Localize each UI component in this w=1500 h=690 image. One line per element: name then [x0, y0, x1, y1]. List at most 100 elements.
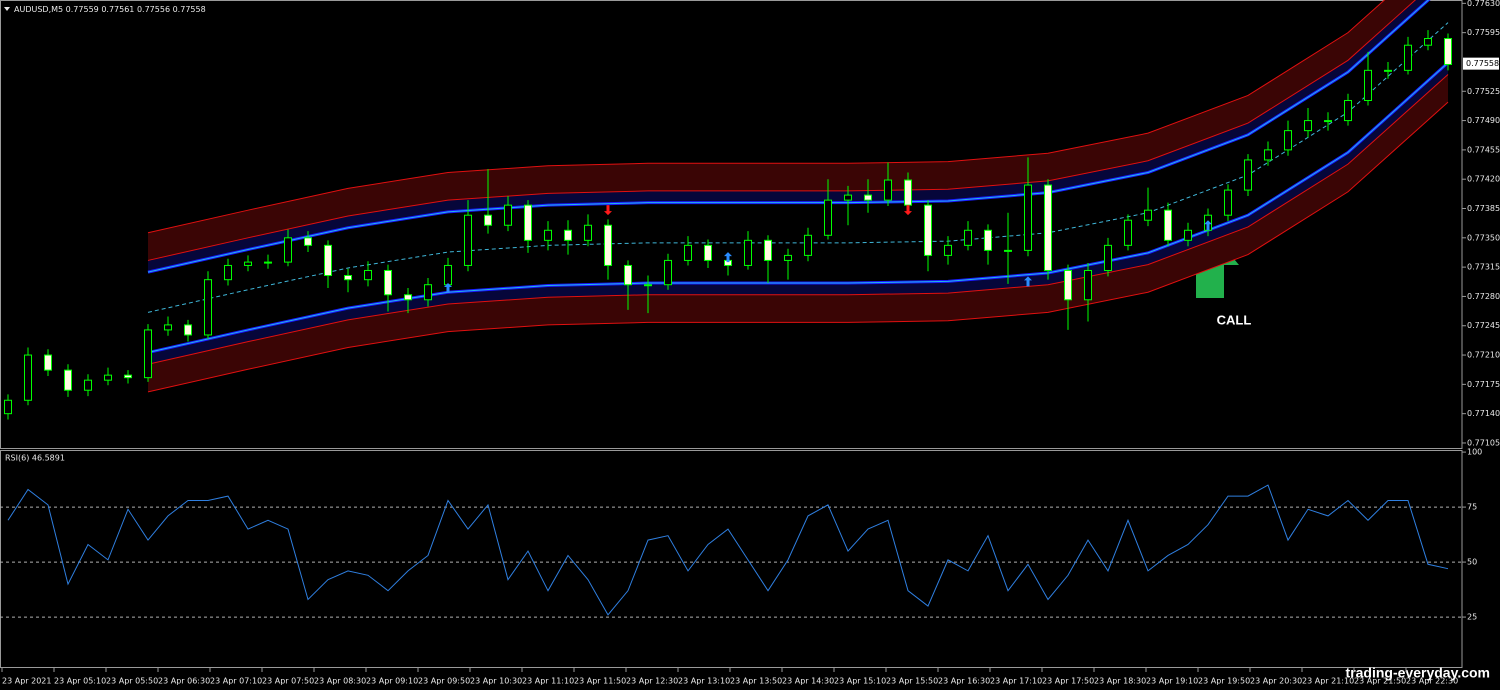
menu-triangle[interactable] — [4, 7, 10, 11]
x-tick-label: 23 Apr 11:10 — [522, 677, 574, 686]
candle-body — [64, 369, 72, 391]
candle-body — [1044, 184, 1052, 271]
price-tag-label: 0.77558 — [1466, 59, 1499, 68]
candle-body — [1084, 269, 1092, 301]
rsi-panel-frame — [0, 450, 1463, 668]
header-high: 0.77561 — [101, 5, 134, 14]
x-tick-label: 23 Apr 19:50 — [1198, 677, 1250, 686]
candle-body — [804, 234, 812, 256]
candle-body — [444, 264, 452, 286]
x-tick-label: 23 Apr 22:30 — [1406, 677, 1458, 686]
band-inner-fill — [148, 62, 1448, 365]
header-close: 0.77558 — [173, 5, 206, 14]
x-tick-label: 23 Apr 16:30 — [938, 677, 990, 686]
buy-arrow — [1024, 276, 1032, 287]
candle-body — [1304, 120, 1312, 132]
candle-body — [1444, 38, 1452, 65]
band-outer-fill — [148, 0, 1416, 261]
candle-body — [1164, 209, 1172, 241]
candle-body — [44, 354, 52, 371]
candle-body — [1184, 229, 1192, 241]
x-tick-label: 23 Apr 14:30 — [782, 677, 834, 686]
chart-header: AUDUSD,M5 0.77559 0.77561 0.77556 0.7755… — [14, 5, 206, 14]
candle-body — [1324, 120, 1332, 123]
main-plot — [4, 0, 1452, 420]
candle-body — [984, 229, 992, 251]
x-tick-label: 23 Apr 15:50 — [886, 677, 938, 686]
candle-body — [524, 204, 532, 241]
candle-body — [1424, 38, 1432, 46]
price-tag — [1463, 57, 1499, 70]
candle-body — [1224, 189, 1232, 216]
candle-body — [924, 204, 932, 256]
candle-body — [1384, 69, 1392, 72]
x-tick-label: 23 Apr 13:50 — [730, 677, 782, 686]
call-label: CALL — [1217, 312, 1252, 327]
band-outer-line — [147, 0, 1386, 234]
candle-body — [404, 294, 412, 301]
candle-body — [104, 374, 112, 381]
buy-arrow — [1204, 220, 1212, 231]
x-tick-label: 23 Apr 09:50 — [418, 677, 470, 686]
band-outer-fill — [148, 74, 1448, 392]
candle-body — [564, 229, 572, 241]
sell-arrow — [604, 205, 612, 216]
x-tick-label: 23 Apr 19:10 — [1146, 677, 1198, 686]
candle-body — [644, 284, 652, 287]
rsi-line — [7, 484, 1449, 616]
band-inner-line — [147, 0, 1417, 261]
candle-body — [164, 324, 172, 331]
candle-body — [464, 214, 472, 266]
y-tick-label: 0.77525 — [1467, 87, 1500, 96]
header-low: 0.77556 — [137, 5, 170, 14]
candle-body — [744, 239, 752, 266]
x-tick-label: 23 Apr 17:50 — [1042, 677, 1094, 686]
x-tick-label: 23 Apr 09:10 — [366, 677, 418, 686]
candle-body — [244, 261, 252, 266]
candle-body — [224, 264, 232, 281]
main-panel-frame — [0, 0, 1463, 449]
candle-body — [544, 229, 552, 241]
x-tick-label: 23 Apr 05:10 — [54, 677, 106, 686]
header-open: 0.77559 — [66, 5, 99, 14]
candle-body — [264, 261, 272, 264]
candle-body — [1244, 159, 1252, 191]
y-tick-label: 0.77350 — [1467, 233, 1500, 242]
candle-body — [944, 244, 952, 256]
rsi-tick-label: 25 — [1467, 613, 1477, 622]
x-tick-label: 23 Apr 20:30 — [1250, 677, 1302, 686]
x-tick-label: 23 Apr 21:50 — [1354, 677, 1406, 686]
candle-body — [484, 214, 492, 226]
candle-body — [344, 274, 352, 281]
candle-body — [424, 284, 432, 301]
candle-body — [704, 244, 712, 261]
candle-body — [904, 179, 912, 206]
y-tick-label: 0.77210 — [1467, 351, 1500, 360]
candle-body — [184, 324, 192, 336]
x-tick-label: 23 Apr 15:10 — [834, 677, 886, 686]
candle-body — [604, 224, 612, 266]
candle-body — [964, 229, 972, 246]
x-tick-label: 23 Apr 2021 — [2, 677, 51, 686]
candle-body — [84, 379, 92, 391]
y-tick-label: 0.77595 — [1467, 28, 1500, 37]
x-tick-label: 23 Apr 07:10 — [210, 677, 262, 686]
sell-arrow — [904, 205, 912, 216]
x-tick-label: 23 Apr 07:50 — [262, 677, 314, 686]
candle-body — [1124, 219, 1132, 246]
candle-body — [144, 329, 152, 379]
candle-body — [1404, 44, 1412, 71]
y-tick-label: 0.77385 — [1467, 204, 1500, 213]
candle-body — [884, 179, 892, 201]
candle-body — [784, 254, 792, 261]
x-tick-label: 23 Apr 11:50 — [574, 677, 626, 686]
x-tick-label: 23 Apr 13:10 — [678, 677, 730, 686]
candle-body — [584, 224, 592, 241]
candle-body — [1104, 244, 1112, 271]
candle-body — [1364, 69, 1372, 101]
candle-body — [4, 399, 12, 415]
y-tick-label: 0.77140 — [1467, 409, 1500, 418]
candle-body — [824, 199, 832, 236]
candle-body — [664, 259, 672, 286]
rsi-tick-label: 75 — [1467, 503, 1477, 512]
